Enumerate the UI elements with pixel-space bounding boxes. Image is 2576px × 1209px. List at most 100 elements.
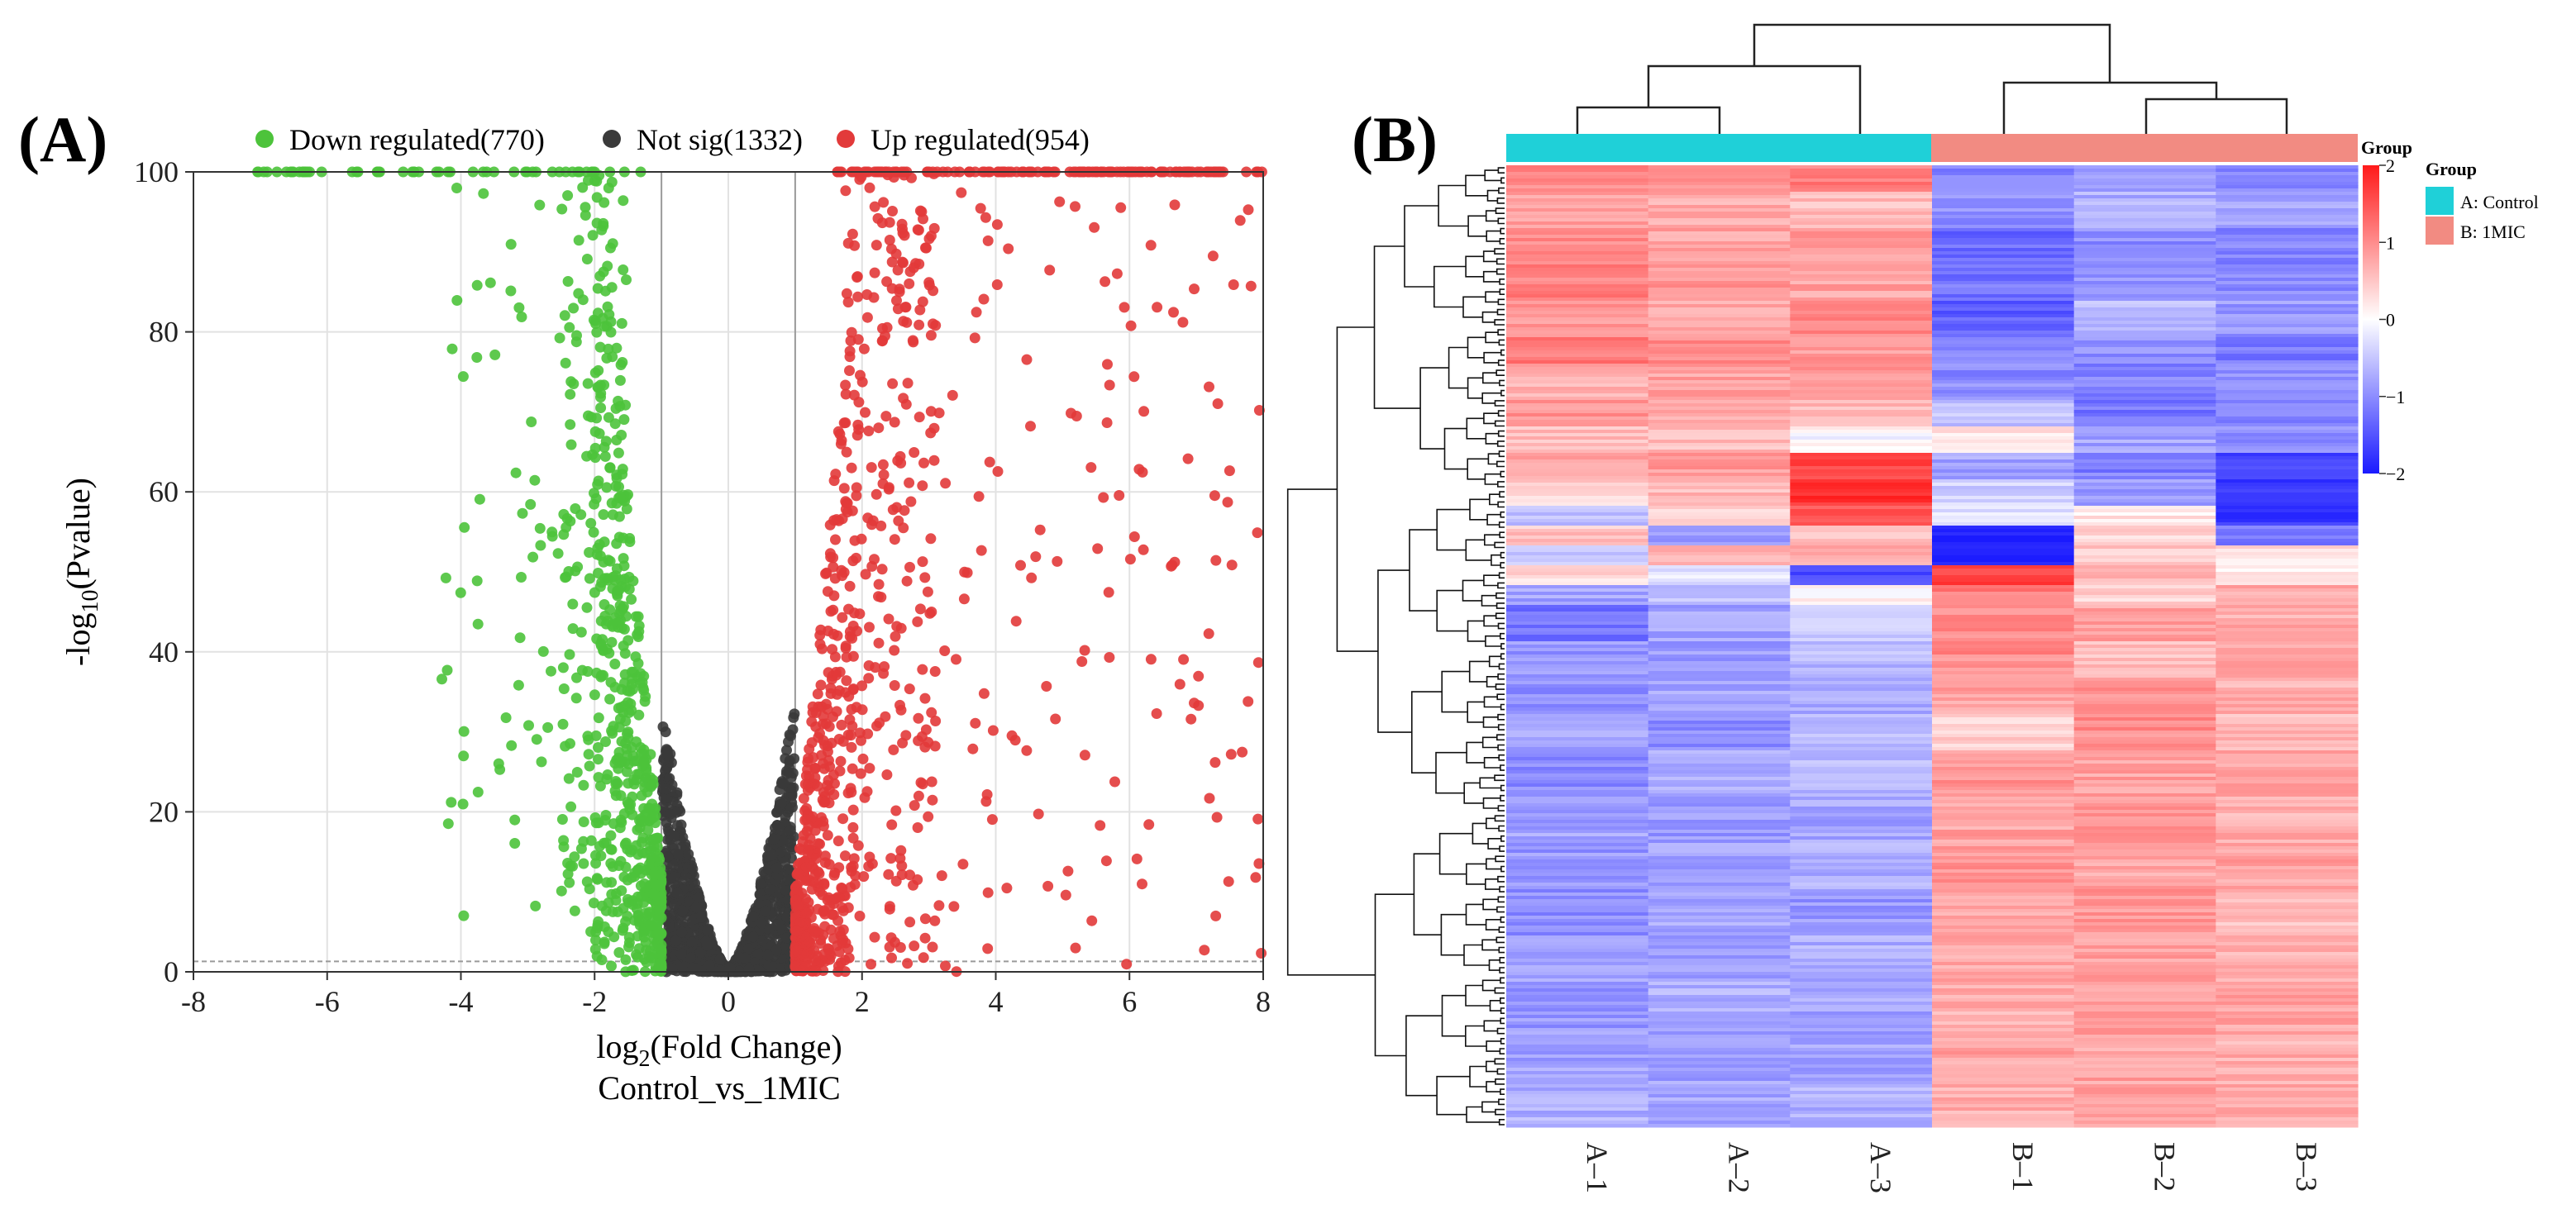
volcano-point <box>824 901 835 912</box>
heatmap-cell <box>1790 965 1933 969</box>
volcano-point <box>607 509 618 521</box>
volcano-point <box>618 414 630 426</box>
heatmap-cell <box>2073 321 2216 325</box>
volcano-y-axis-title: -log10(Pvalue) <box>60 478 103 666</box>
heatmap-cell <box>1506 654 1649 659</box>
heatmap-cell <box>2073 278 2216 282</box>
heatmap-cell <box>2073 241 2216 245</box>
heatmap-cell <box>1932 317 2075 321</box>
heatmap-cell <box>1506 816 1649 821</box>
heatmap-cell <box>2216 922 2359 926</box>
heatmap-cell <box>1790 496 1933 500</box>
volcano-point <box>835 755 847 767</box>
volcano-point <box>947 389 958 401</box>
heatmap-cell <box>1932 1068 2075 1072</box>
heatmap-cell <box>1506 393 1649 397</box>
heatmap-cell <box>1790 185 1933 189</box>
heatmap-cell <box>2216 241 2359 245</box>
heatmap-cell <box>1648 754 1791 758</box>
volcano-point <box>917 296 928 307</box>
heatmap-cell <box>2216 688 2359 692</box>
heatmap-cell <box>2216 952 2359 956</box>
volcano-point <box>1079 750 1090 761</box>
heatmap-cell <box>1932 178 2075 183</box>
heatmap-cell <box>2073 400 2216 404</box>
heatmap-cell <box>1648 883 1791 887</box>
heatmap-cell <box>1648 235 1791 239</box>
volcano-point <box>1169 199 1181 211</box>
volcano-point <box>613 481 624 493</box>
heatmap-cell <box>1790 909 1933 913</box>
heatmap-cell <box>2073 512 2216 516</box>
volcano-point <box>780 885 792 897</box>
heatmap-cell <box>2073 185 2216 189</box>
heatmap-cell <box>1790 284 1933 288</box>
heatmap-cell <box>1648 1081 1791 1085</box>
volcano-point <box>523 720 534 731</box>
heatmap-cell <box>2073 820 2216 824</box>
heatmap-cell <box>2073 251 2216 255</box>
heatmap-cell <box>1506 598 1649 602</box>
volcano-point <box>578 779 589 791</box>
heatmap-cell <box>1932 889 2075 893</box>
heatmap-cell <box>1932 539 2075 543</box>
heatmap-cell <box>2073 889 2216 893</box>
volcano-point <box>489 349 501 360</box>
heatmap-cell <box>1932 873 2075 877</box>
heatmap-cell <box>1790 301 1933 305</box>
row-dendro-link <box>1496 1068 1505 1075</box>
heatmap-cell <box>2216 635 2359 639</box>
heatmap-cell <box>1932 535 2075 540</box>
heatmap-cell <box>2216 195 2359 199</box>
row-dendro-link <box>1498 339 1505 346</box>
heatmap-cell <box>1648 764 1791 768</box>
volcano-point <box>849 535 861 546</box>
heatmap-cell <box>2216 592 2359 596</box>
heatmap-cell <box>2216 757 2359 761</box>
volcano-point <box>1152 302 1163 313</box>
volcano-point <box>1211 812 1223 823</box>
heatmap-cell <box>1932 820 2075 824</box>
heatmap-cell <box>2073 598 2216 602</box>
volcano-point <box>927 794 938 806</box>
heatmap-cell <box>1932 1002 2075 1006</box>
heatmap-cell <box>1932 426 2075 431</box>
volcano-point <box>940 478 952 489</box>
heatmap-cell <box>1648 879 1791 883</box>
heatmap-cell <box>2216 575 2359 579</box>
heatmap-cell <box>1506 962 1649 966</box>
volcano-point <box>614 491 626 502</box>
heatmap-cell <box>2216 440 2359 444</box>
heatmap-cell <box>1506 982 1649 986</box>
heatmap-cell <box>1932 413 2075 417</box>
heatmap-cell <box>1648 1035 1791 1039</box>
heatmap-cell <box>2216 532 2359 536</box>
volcano-point <box>840 417 852 429</box>
heatmap-cell <box>1932 744 2075 748</box>
heatmap-cell <box>1648 684 1791 688</box>
volcano-point <box>807 707 818 718</box>
heatmap-cell <box>1790 859 1933 864</box>
volcano-point <box>831 706 842 717</box>
volcano-point <box>900 730 912 741</box>
heatmap-cell <box>1932 188 2075 193</box>
volcano-point <box>1050 713 1061 725</box>
volcano-point <box>842 237 854 249</box>
heatmap-cell <box>2216 717 2359 721</box>
volcano-point <box>771 820 783 831</box>
heatmap-cell <box>1648 1074 1791 1078</box>
volcano-point <box>1131 853 1143 864</box>
heatmap-cell <box>1790 978 1933 983</box>
heatmap-cell <box>1932 661 2075 665</box>
heatmap-cell <box>1932 879 2075 883</box>
volcano-point <box>517 507 528 519</box>
heatmap-cell <box>1648 340 1791 345</box>
heatmap-cell <box>2073 297 2216 302</box>
heatmap-cell <box>2073 681 2216 685</box>
heatmap-cell <box>1790 469 1933 474</box>
heatmap-cell <box>2216 1074 2359 1078</box>
heatmap-cell <box>1932 998 2075 1002</box>
volcano-point <box>929 915 941 926</box>
heatmap-cell <box>1790 235 1933 239</box>
heatmap-cell <box>1506 754 1649 758</box>
